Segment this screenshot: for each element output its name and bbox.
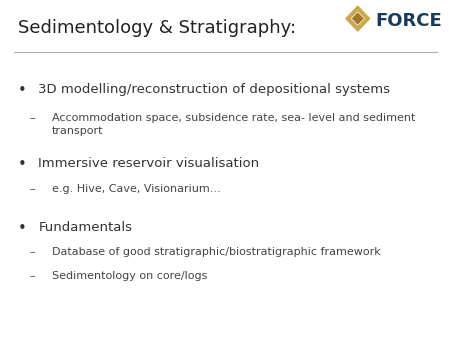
Text: Immersive reservoir visualisation: Immersive reservoir visualisation bbox=[38, 157, 259, 170]
Text: FORCE: FORCE bbox=[376, 12, 442, 30]
Text: –: – bbox=[29, 247, 35, 257]
Text: Fundamentals: Fundamentals bbox=[38, 221, 132, 234]
Text: 3D modelling/reconstruction of depositional systems: 3D modelling/reconstruction of depositio… bbox=[38, 83, 390, 96]
Text: e.g. Hive, Cave, Visionarium...: e.g. Hive, Cave, Visionarium... bbox=[52, 184, 220, 194]
Text: Sedimentology & Stratigraphy:: Sedimentology & Stratigraphy: bbox=[18, 19, 296, 37]
Text: •: • bbox=[18, 221, 27, 236]
Polygon shape bbox=[351, 12, 364, 25]
Text: •: • bbox=[18, 157, 27, 172]
Text: –: – bbox=[29, 271, 35, 281]
Text: Database of good stratigraphic/biostratigraphic framework: Database of good stratigraphic/biostrati… bbox=[52, 247, 381, 257]
Text: Accommodation space, subsidence rate, sea- level and sediment
transport: Accommodation space, subsidence rate, se… bbox=[52, 113, 415, 137]
Polygon shape bbox=[344, 4, 371, 33]
Text: Sedimentology on core/logs: Sedimentology on core/logs bbox=[52, 271, 207, 281]
Text: •: • bbox=[18, 83, 27, 98]
Text: –: – bbox=[29, 184, 35, 194]
Text: –: – bbox=[29, 113, 35, 123]
